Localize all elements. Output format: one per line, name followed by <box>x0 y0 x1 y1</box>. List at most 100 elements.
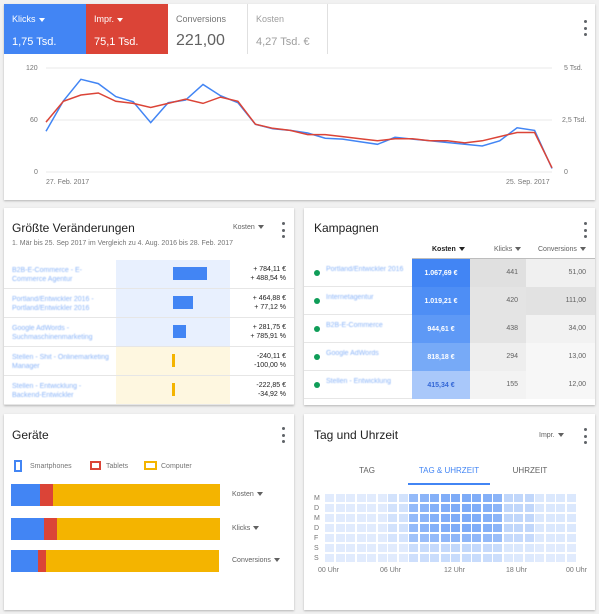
change-bar <box>172 354 175 367</box>
metric-impr[interactable]: Impr. 75,1 Tsd. <box>86 4 168 54</box>
heatmap-cell <box>409 534 418 542</box>
tablet-icon <box>90 461 101 470</box>
col-header-klicks-label: Klicks <box>494 246 513 253</box>
device-dropdown-label: Conversions <box>232 557 271 564</box>
heatmap-cell <box>503 504 513 512</box>
heatmap-cell <box>440 524 450 532</box>
table-row[interactable]: Portland/Entwickler 2016 1.067,69 € 441 51,… <box>304 259 595 287</box>
col-header-klicks[interactable]: Klicks <box>494 246 522 253</box>
heatmap-cell <box>419 504 429 512</box>
heatmap-cell <box>535 544 544 552</box>
table-row[interactable]: Stellen - Entwicklung 415,34 € 155 12,00 <box>304 371 595 399</box>
heatmap-cell <box>535 524 544 532</box>
metric-conversions-value: 221,00 <box>176 32 225 49</box>
heatmap-cell <box>493 544 502 552</box>
status-dot <box>314 270 320 276</box>
heatmap-cell <box>451 544 460 552</box>
heatmap-cell <box>440 534 450 542</box>
more-options-icon[interactable] <box>277 427 289 443</box>
changes-metric-dropdown[interactable]: Kosten <box>233 224 264 231</box>
status-dot <box>314 298 320 304</box>
metric-kosten[interactable]: Kosten 4,27 Tsd. € <box>248 4 328 54</box>
heatmap-cell <box>461 544 471 552</box>
heatmap-cell <box>514 524 523 532</box>
col-header-conversions[interactable]: Conversions <box>538 246 586 253</box>
conversions-value: 13,00 <box>568 353 586 360</box>
heatmap-cell <box>566 514 576 522</box>
heatmap-cell <box>524 494 534 502</box>
tab-tag-uhrzeit[interactable]: TAG & UHRZEIT <box>418 466 480 475</box>
heatmap-cell <box>440 494 450 502</box>
heatmap-cell <box>367 554 376 562</box>
heatmap-cell <box>451 514 460 522</box>
heatmap-cell <box>419 544 429 552</box>
heatmap-cell <box>325 514 334 522</box>
heatmap-cell <box>388 504 397 512</box>
more-options-icon[interactable] <box>579 428 591 444</box>
x-end-label: 25. Sep. 2017 <box>506 179 550 186</box>
time-metric-dropdown[interactable]: Impr. <box>539 432 564 439</box>
more-options-icon[interactable] <box>579 222 591 238</box>
devices-title: Geräte <box>12 428 49 442</box>
heatmap-cell <box>503 544 513 552</box>
cost-cell: 944,61 € <box>412 315 470 343</box>
campaign-name: Stellen - Entwicklung - Backend-Entwickl… <box>12 383 82 399</box>
klicks-value: 438 <box>506 325 518 332</box>
chevron-down-icon <box>257 225 264 230</box>
heatmap-cell <box>482 554 492 562</box>
heatmap-cell <box>409 524 418 532</box>
changes-subtitle: 1. Mär bis 25. Sep 2017 im Vergleich zu … <box>12 240 234 247</box>
y-right-tick: 5 Tsd. <box>564 65 583 72</box>
heatmap-cell <box>545 554 555 562</box>
row-divider <box>304 314 412 315</box>
metric-klicks-value: 1,75 Tsd. <box>12 36 57 48</box>
device-bar-segment <box>53 484 220 506</box>
more-options-icon[interactable] <box>277 222 289 238</box>
heatmap-cell <box>409 544 418 552</box>
heatmap-cell <box>367 544 376 552</box>
row-divider <box>304 342 412 343</box>
metric-klicks[interactable]: Klicks 1,75 Tsd. <box>4 4 86 54</box>
heatmap-cell <box>325 554 334 562</box>
change-percent: + 488,54 % <box>250 275 286 282</box>
heatmap-cell <box>430 554 439 562</box>
klicks-cell <box>470 287 526 315</box>
heatmap-cell <box>524 514 534 522</box>
heatmap-cell <box>535 514 544 522</box>
tab-tag[interactable]: TAG <box>359 466 375 475</box>
row-divider <box>304 370 412 371</box>
device-metric-dropdown[interactable]: Klicks <box>232 525 260 532</box>
device-metric-dropdown[interactable]: Conversions <box>232 557 280 564</box>
row-divider <box>4 288 294 289</box>
device-metric-dropdown[interactable]: Kosten <box>232 491 263 498</box>
heatmap-cell <box>566 544 576 552</box>
y-right-tick: 0 <box>564 169 568 176</box>
heatmap-cell <box>325 494 334 502</box>
heatmap-cell <box>398 514 408 522</box>
heatmap-cell <box>451 504 460 512</box>
heatmap-cell <box>409 494 418 502</box>
heatmap-cell <box>482 494 492 502</box>
day-label: D <box>314 525 320 532</box>
heatmap-cell <box>346 544 355 552</box>
heatmap-cell <box>524 524 534 532</box>
table-row[interactable]: Google AdWords 818,18 € 294 13,00 <box>304 343 595 371</box>
conv-cell <box>526 343 595 371</box>
tab-uhrzeit[interactable]: UHRZEIT <box>512 466 548 475</box>
heatmap-cell <box>346 494 355 502</box>
heatmap-cell <box>335 494 345 502</box>
col-header-kosten[interactable]: Kosten <box>432 246 465 253</box>
table-row[interactable]: B2B-E-Commerce 944,61 € 438 34,00 <box>304 315 595 343</box>
heatmap-cell <box>367 504 376 512</box>
heatmap-cell <box>430 494 439 502</box>
metric-conversions[interactable]: Conversions 221,00 <box>168 4 248 54</box>
heatmap-cell <box>367 524 376 532</box>
heatmap-cell <box>545 524 555 532</box>
campaign-name: Portland/Entwickler 2016 <box>326 266 404 273</box>
header-divider <box>412 258 595 259</box>
heatmap-cell <box>377 514 387 522</box>
row-divider <box>4 375 294 376</box>
more-options-icon[interactable] <box>579 20 591 36</box>
heatmap-cell <box>472 554 481 562</box>
table-row[interactable]: Internetagentur 1.019,21 € 420 111,00 <box>304 287 595 315</box>
